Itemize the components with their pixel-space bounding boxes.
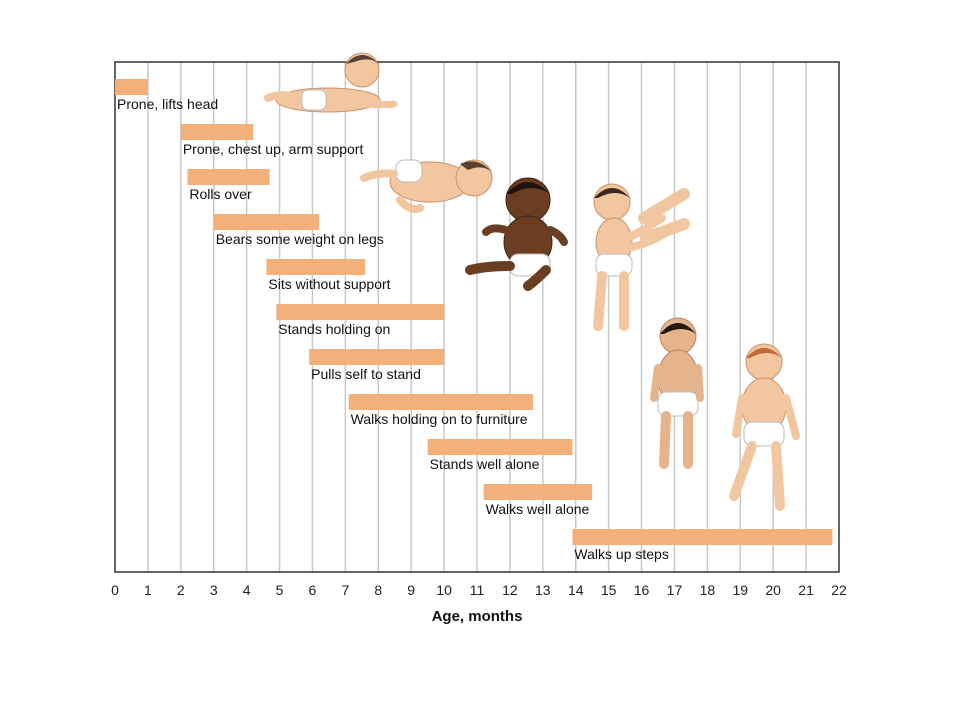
toddler-walking-icon — [729, 343, 800, 511]
milestone-label: Pulls self to stand — [311, 366, 421, 382]
x-tick-label: 0 — [111, 582, 119, 598]
x-axis-title: Age, months — [432, 608, 523, 625]
milestone-bar — [483, 484, 593, 500]
x-tick-label: 2 — [177, 582, 185, 598]
x-tick-label: 13 — [535, 582, 551, 598]
milestone-bars: Prone, lifts head Prone, chest up, arm su… — [115, 79, 833, 562]
x-tick-label: 18 — [700, 582, 716, 598]
milestone-label: Stands holding on — [278, 321, 390, 337]
x-tick-label: 5 — [276, 582, 284, 598]
baby-sitting-icon — [465, 177, 568, 291]
milestone-label: Walks holding on to furniture — [351, 411, 528, 427]
baby-rolling-icon — [360, 159, 493, 213]
milestone-bar — [266, 259, 366, 275]
milestone-label: Bears some weight on legs — [216, 231, 384, 247]
toddler-standing-icon — [650, 317, 704, 469]
milestone-bar — [572, 529, 833, 545]
x-tick-label: 17 — [667, 582, 683, 598]
milestone-bar — [348, 394, 533, 410]
x-tick-label: 16 — [634, 582, 650, 598]
milestone-label: Prone, lifts head — [117, 96, 218, 112]
x-tick-label: 4 — [243, 582, 251, 598]
milestone-bar — [309, 349, 445, 365]
x-tick-label: 8 — [374, 582, 382, 598]
plot-frame — [114, 61, 840, 573]
milestone-label: Stands well alone — [430, 456, 540, 472]
x-tick-label: 10 — [436, 582, 452, 598]
milestone-bar — [187, 169, 270, 185]
milestone-label: Walks well alone — [486, 501, 590, 517]
x-tick-label: 11 — [470, 582, 485, 598]
milestone-bar — [427, 439, 573, 455]
milestone-bar — [180, 124, 254, 140]
x-tick-label: 12 — [502, 582, 518, 598]
x-tick-label: 14 — [568, 582, 584, 598]
x-tick-label: 15 — [601, 582, 617, 598]
x-tick-label: 1 — [144, 582, 152, 598]
milestone-bar — [276, 304, 445, 320]
milestone-bar — [115, 79, 148, 95]
milestone-label: Walks up steps — [574, 546, 668, 562]
milestone-label: Sits without support — [268, 276, 390, 292]
x-tick-label: 21 — [798, 582, 814, 598]
infant-illustrations — [264, 52, 800, 511]
x-tick-label: 20 — [765, 582, 781, 598]
x-tick-label: 7 — [341, 582, 349, 598]
milestone-bar — [213, 214, 320, 230]
x-axis: 0 1 2 3 4 5 6 7 8 9 10 11 12 13 14 15 16 17 18 19 20 21 22 — [111, 582, 847, 598]
milestone-label: Rolls over — [189, 186, 252, 202]
x-tick-label: 3 — [210, 582, 218, 598]
baby-assisted-standing-icon — [593, 183, 690, 331]
x-tick-label: 6 — [309, 582, 317, 598]
baby-prone-icon — [264, 52, 398, 113]
x-tick-label: 19 — [732, 582, 748, 598]
x-tick-label: 22 — [831, 582, 847, 598]
milestone-label: Prone, chest up, arm support — [183, 141, 364, 157]
x-tick-label: 9 — [407, 582, 415, 598]
